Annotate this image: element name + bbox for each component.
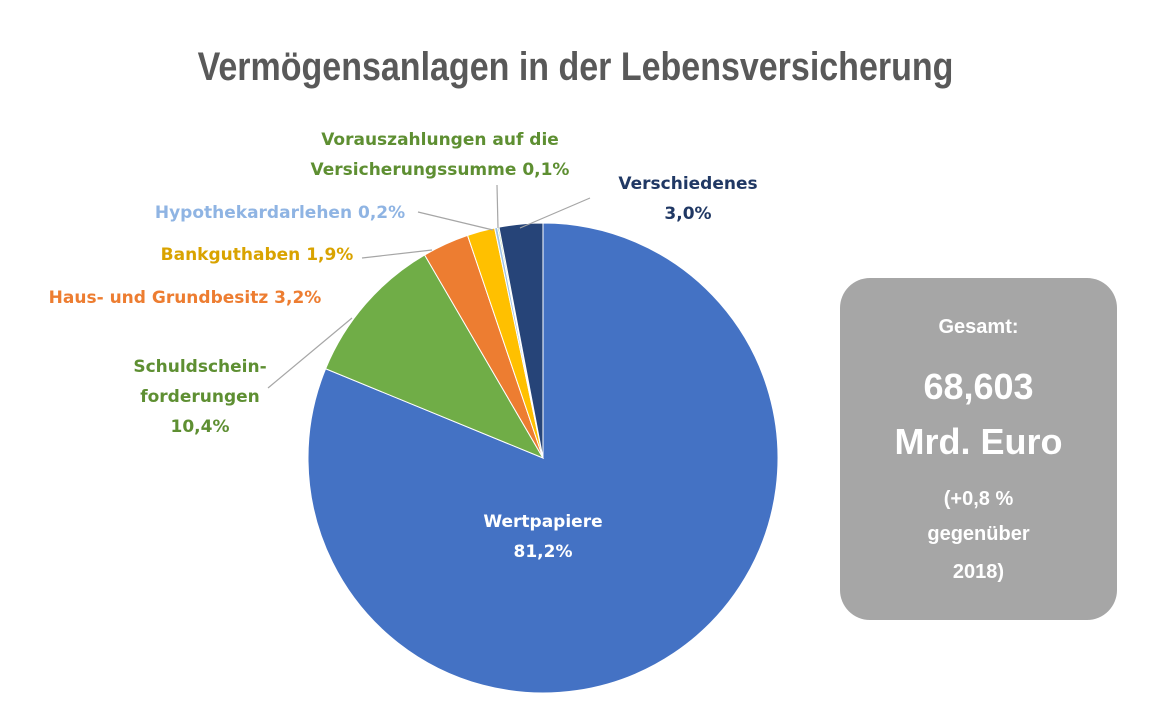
slice-label: Vorauszahlungen auf die Versicherungssum… [290,125,590,185]
value-label: 10,4% [170,417,230,437]
category-name: Schuldschein-forderungen [133,357,267,407]
chart-title: Vermögensanlagen in der Lebensversicheru… [197,45,954,89]
slice-label: Hypothekardarlehen 0,2% [140,198,420,228]
pie-slice [324,254,545,460]
total-line: 2018) [952,561,1005,583]
total-line: gegenüber [927,523,1030,545]
category-name: Bankguthaben [160,245,301,265]
category-name: Hypothekardarlehen [154,203,353,223]
leader-line [496,184,499,229]
category-name: Verschiedenes [618,174,758,194]
total-line: (+0,8 % [943,488,1014,510]
category-name: Vorauszahlungen auf die Versicherungssum… [310,130,559,180]
slice-label: Haus- und Grundbesitz 3,2% [25,283,345,313]
value-label: 3,0% [664,204,712,224]
total-line: Mrd. Euro [894,421,1063,462]
slice-label: Bankguthaben 1,9% [137,240,377,270]
slice-label: Verschiedenes 3,0% [608,169,768,229]
value-label: 0,1% [522,160,570,180]
leader-line [519,197,591,229]
slice-label: Schuldschein-forderungen 10,4% [130,352,270,442]
leader-line [417,211,494,231]
value-label: 3,2% [274,288,322,308]
leader-line [361,249,433,259]
total-line: 68,603 [923,366,1034,407]
pie-slice [498,222,544,459]
value-label: 81,2% [513,542,573,562]
value-label: 0,2% [357,203,406,223]
category-name: Haus- und Grundbesitz [48,288,269,308]
slice-label: Wertpapiere 81,2% [443,507,643,567]
leader-line [267,317,353,389]
total-line: Gesamt: [938,316,1019,338]
category-name: Wertpapiere [483,512,603,532]
value-label: 1,9% [306,245,354,265]
total-box: Gesamt: 68,603 Mrd. Euro (+0,8 % gegenüber 20… [840,278,1117,620]
